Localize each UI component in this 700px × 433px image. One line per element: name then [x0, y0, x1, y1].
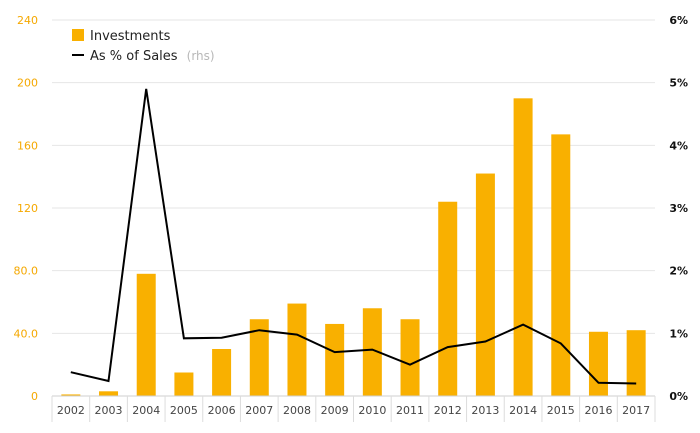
bar-investments	[174, 372, 194, 396]
bar-investments	[513, 98, 533, 396]
y-right-tick-label: 6%	[669, 14, 688, 27]
y-left-tick-label: 120	[17, 202, 38, 215]
x-tick-label: 2012	[434, 404, 462, 417]
sales-percent-line	[70, 88, 637, 385]
bar-investments	[325, 323, 345, 396]
bar-investments	[438, 201, 458, 396]
x-tick-label: 2011	[396, 404, 424, 417]
x-tick-label: 2008	[283, 404, 311, 417]
x-tick-label: 2014	[509, 404, 537, 417]
x-tick-label: 2002	[57, 404, 85, 417]
bar-investments	[136, 273, 156, 396]
y-left-tick-label: 240	[17, 14, 38, 27]
x-tick-label: 2007	[245, 404, 273, 417]
x-tick-label: 2010	[358, 404, 386, 417]
x-tick-label: 2009	[321, 404, 349, 417]
bar-investments	[212, 349, 232, 396]
y-left-tick-label: 160	[17, 139, 38, 152]
axes: 0 40.0 80.0 120 160 200 240 0% 1% 2% 3% 4% 5% 6% 2002 2…	[14, 14, 688, 422]
x-tick-label: 2013	[471, 404, 499, 417]
bar-investments	[588, 331, 608, 396]
bar-investments	[362, 308, 382, 396]
y-right-tick-label: 1%	[669, 327, 688, 340]
y-left-tick-label: 80.0	[14, 265, 39, 278]
y-left-tick-label: 40.0	[14, 327, 39, 340]
line-sales-percent	[70, 88, 637, 385]
bar-investments	[475, 173, 495, 396]
x-tick-label: 2017	[622, 404, 650, 417]
bar-investments	[61, 394, 81, 396]
bar-investments	[626, 330, 646, 396]
y-right-tick-label: 4%	[669, 139, 688, 152]
bar-investments	[551, 134, 571, 396]
bar-investments	[287, 303, 307, 396]
bar-investments	[400, 319, 420, 396]
legend-label-sales-percent-text: As % of Sales	[90, 49, 178, 64]
legend-swatch-investments	[72, 29, 84, 41]
investments-bars	[61, 98, 646, 396]
y-right-tick-label: 3%	[669, 202, 688, 215]
y-right-tick-label: 2%	[669, 265, 688, 278]
x-tick-label: 2016	[584, 404, 612, 417]
y-left-tick-label: 200	[17, 77, 38, 90]
y-right-tick-label: 5%	[669, 77, 688, 90]
legend: Investments As % of Sales (rhs)	[72, 29, 215, 64]
x-tick-label: 2005	[170, 404, 198, 417]
x-tick-label: 2006	[208, 404, 236, 417]
legend-label-sales-percent-note: (rhs)	[187, 49, 215, 63]
legend-label-sales-percent: As % of Sales (rhs)	[90, 45, 215, 64]
bar-investments	[99, 391, 119, 396]
legend-label-investments: Investments	[90, 29, 171, 44]
y-right-tick-label: 0%	[669, 390, 688, 403]
x-tick-label: 2004	[132, 404, 160, 417]
x-tick-label: 2015	[547, 404, 575, 417]
bar-investments	[249, 319, 269, 396]
x-tick-label: 2003	[95, 404, 123, 417]
y-left-tick-label: 0	[31, 390, 38, 403]
